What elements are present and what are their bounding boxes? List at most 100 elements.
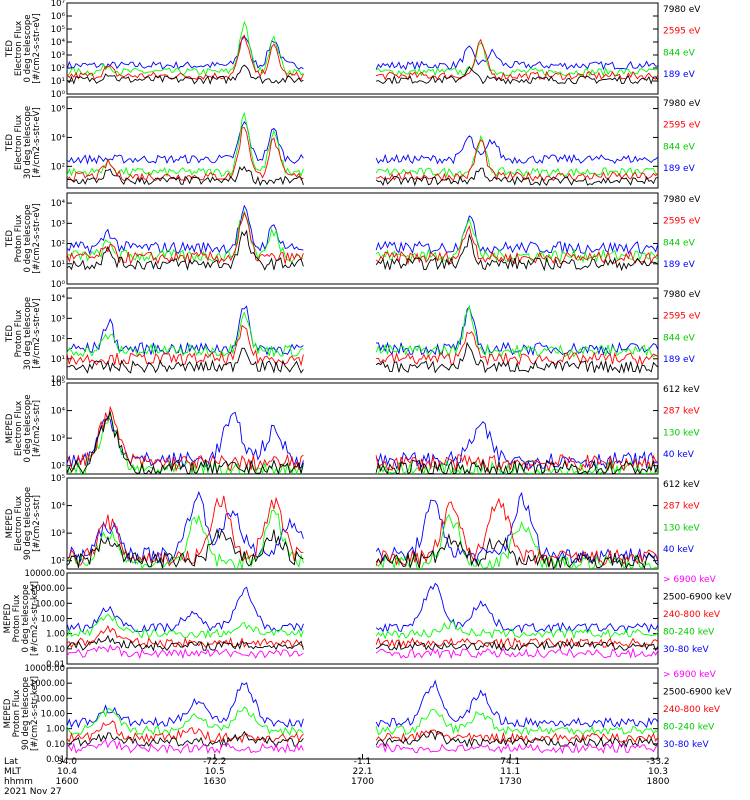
y-tick-label: 10³ bbox=[51, 219, 65, 229]
x-tick-lat: -72.2 bbox=[203, 757, 226, 767]
series-line-blue bbox=[66, 120, 659, 165]
y-tick-label: 10² bbox=[51, 557, 65, 567]
x-tick-mlt: 22.1 bbox=[352, 767, 372, 777]
legend-entry: 287 keV bbox=[663, 502, 700, 512]
panel-frame bbox=[66, 192, 659, 285]
y-tick-label: 1.00 bbox=[46, 725, 65, 735]
chart-panel-7: 0.01 0.10 1.00 10.00 100.00 1000.00 10000.00 ME… bbox=[3, 569, 732, 670]
panel-frame bbox=[66, 382, 659, 475]
x-tick-lat: 34.0 bbox=[57, 757, 77, 767]
legend-entry: 30-80 keV bbox=[663, 740, 709, 750]
date-label: 2021 Nov 27 bbox=[4, 787, 62, 797]
y-tick-label: 10⁴ bbox=[51, 38, 66, 48]
y-tick-label: 0.10 bbox=[46, 645, 65, 655]
legend-entry: 80-240 keV bbox=[663, 628, 715, 638]
chart-panel-6: 10² 10³ 10⁴ 10⁵ MEPED Electron Flux 90 deg tel… bbox=[5, 474, 700, 570]
y-tick-label: 1000.00 bbox=[30, 679, 65, 689]
y-axis-label: 0 deg telescope bbox=[23, 205, 33, 273]
y-tick-label: 0.01 bbox=[46, 660, 65, 670]
y-tick-label: 10³ bbox=[51, 529, 65, 539]
y-axis-label: [#/cm2-s-str-keV] bbox=[30, 676, 40, 751]
x-tick-hhmm: 1600 bbox=[56, 777, 79, 787]
y-tick-label: 10¹ bbox=[51, 77, 65, 87]
y-tick-label: 10000.00 bbox=[24, 569, 65, 579]
legend-entry: 189 eV bbox=[663, 70, 696, 80]
y-axis-label: TED bbox=[5, 39, 15, 58]
legend-entry: 80-240 keV bbox=[663, 723, 715, 733]
x-tick-hhmm: 1800 bbox=[647, 777, 670, 787]
series-line-black bbox=[66, 527, 659, 570]
series-line-green bbox=[66, 509, 659, 570]
series-line-red bbox=[66, 34, 659, 81]
y-axis-label: Proton Flux bbox=[14, 310, 24, 358]
legend-entry: 844 eV bbox=[663, 142, 696, 152]
x-row-label: Lat bbox=[4, 757, 19, 767]
legend-entry: 2595 eV bbox=[663, 217, 701, 227]
y-axis-label: Proton Flux bbox=[14, 215, 24, 263]
chart-panel-8: 0.01 0.10 1.00 10.00 100.00 1000.00 10000.00 ME… bbox=[3, 664, 732, 765]
y-axis-label: Proton Flux bbox=[12, 595, 22, 643]
legend-entry: 189 eV bbox=[663, 164, 696, 174]
x-row-label: MLT bbox=[4, 767, 22, 777]
y-tick-label: 10³ bbox=[51, 434, 65, 444]
y-tick-label: 10⁵ bbox=[51, 25, 65, 35]
x-row-label: hhmm bbox=[4, 777, 33, 787]
legend-entry: 40 keV bbox=[663, 450, 695, 460]
chart-panel-3: 10⁰ 10¹ 10² 10³ 10⁴ TED Proton Flux 0 deg teles… bbox=[5, 192, 701, 290]
legend-entry: 2595 eV bbox=[663, 121, 701, 131]
y-axis-label: 90 deg telescope bbox=[23, 487, 33, 560]
legend-entry: 287 keV bbox=[663, 407, 700, 417]
y-axis-label: TED bbox=[5, 133, 15, 152]
x-tick-mlt: 10.5 bbox=[205, 767, 225, 777]
legend-entry: 612 keV bbox=[663, 480, 700, 490]
y-axis-label: [#/cm2-s-str-eV] bbox=[32, 298, 42, 368]
legend-entry: 130 keV bbox=[663, 428, 700, 438]
y-tick-label: 10² bbox=[51, 162, 65, 172]
y-tick-label: 10² bbox=[51, 462, 65, 472]
legend-entry: 2500-6900 keV bbox=[663, 593, 732, 603]
series-line-green bbox=[66, 111, 659, 178]
y-tick-label: 10⁶ bbox=[51, 105, 66, 115]
panel-frame bbox=[66, 667, 659, 760]
series-line-green bbox=[66, 20, 659, 78]
series-line-red bbox=[66, 324, 659, 367]
y-tick-label: 10¹ bbox=[51, 260, 65, 270]
y-axis-label: Proton Flux bbox=[12, 690, 22, 738]
legend-entry: 844 eV bbox=[663, 48, 696, 58]
x-tick-mlt: 10.3 bbox=[648, 767, 668, 777]
series-line-red bbox=[66, 211, 659, 266]
y-tick-label: 100.00 bbox=[35, 694, 65, 704]
legend-entry: 130 keV bbox=[663, 523, 700, 533]
series-line-black bbox=[66, 410, 659, 476]
y-tick-label: 10⁰ bbox=[51, 90, 66, 100]
y-axis-label: MEPED bbox=[3, 698, 13, 728]
y-axis-label: MEPED bbox=[3, 603, 13, 633]
series-line-magenta bbox=[66, 739, 659, 755]
panel-frame bbox=[66, 96, 659, 189]
series-line-green bbox=[66, 304, 659, 359]
y-tick-label: 10⁴ bbox=[51, 502, 66, 512]
series-line-black bbox=[66, 229, 659, 272]
panel-frame bbox=[66, 477, 659, 570]
y-tick-label: 10⁶ bbox=[51, 12, 66, 22]
legend-entry: > 6900 keV bbox=[663, 670, 717, 680]
y-axis-label: 0 deg telescope bbox=[23, 15, 33, 83]
series-line-blue bbox=[66, 204, 659, 256]
y-axis-label: [#/cm2-s-str-keV] bbox=[30, 581, 40, 656]
series-line-red bbox=[66, 625, 659, 649]
x-tick-hhmm: 1700 bbox=[351, 777, 374, 787]
y-axis-label: MEPED bbox=[5, 413, 15, 443]
y-tick-label: 10⁵ bbox=[51, 379, 65, 389]
series-line-black bbox=[67, 165, 659, 187]
legend-entry: 30-80 keV bbox=[663, 645, 709, 655]
legend-entry: 189 eV bbox=[663, 355, 696, 365]
y-axis-label: 0 deg telescope bbox=[21, 585, 31, 653]
legend-entry: 844 eV bbox=[663, 333, 696, 343]
y-tick-label: 10¹ bbox=[51, 355, 65, 365]
y-tick-label: 1000.00 bbox=[30, 584, 65, 594]
legend-entry: 2595 eV bbox=[663, 312, 701, 322]
y-tick-label: 10³ bbox=[51, 314, 65, 324]
series-line-black bbox=[66, 730, 659, 749]
y-axis-label: [#/cm2-s-str] bbox=[32, 495, 42, 552]
y-tick-label: 10.00 bbox=[41, 710, 65, 720]
